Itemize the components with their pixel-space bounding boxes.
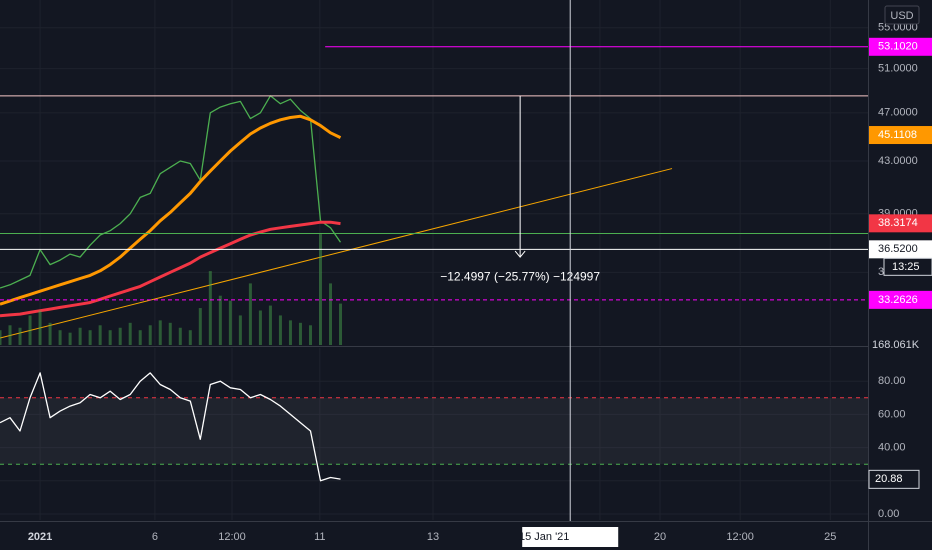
price-label: 36.5200	[878, 243, 918, 255]
volume-bar	[98, 325, 102, 345]
crosshair-label-box	[522, 527, 619, 547]
volume-bar	[258, 310, 262, 345]
volume-bar	[198, 308, 202, 345]
countdown-box	[883, 257, 932, 276]
trend-line	[0, 168, 673, 339]
price-label: 33.2626	[878, 294, 918, 306]
volume-bar	[88, 330, 92, 345]
currency-box[interactable]	[884, 5, 920, 25]
price-label-box	[869, 214, 932, 233]
price-label-box	[869, 240, 932, 259]
x-tick-label: 6	[152, 531, 158, 543]
volume-bar	[118, 327, 122, 345]
x-tick-label: 12:00	[726, 531, 754, 543]
volume-bar	[28, 315, 32, 345]
volume-bar	[58, 330, 62, 345]
price-label-box	[869, 126, 932, 145]
price-label-box	[869, 290, 932, 309]
x-tick-label: 12:00	[218, 531, 246, 543]
volume-bar	[148, 325, 152, 345]
volume-label: 168.061K	[872, 339, 920, 351]
volume-bar	[178, 327, 182, 345]
volume-bar	[208, 271, 212, 345]
volume-bar	[38, 310, 42, 345]
volume-bar	[238, 315, 242, 345]
volume-bar	[108, 330, 112, 345]
x-tick-label: 2021	[28, 531, 52, 543]
series-line	[0, 372, 341, 482]
volume-bar	[298, 322, 302, 345]
price-label: 53.1020	[878, 41, 918, 53]
rsi-band	[0, 397, 868, 465]
volume-bar	[248, 283, 252, 345]
volume-bar	[188, 330, 192, 345]
x-tick-label: 25	[824, 531, 836, 543]
y-tick-label: 47.0000	[878, 107, 918, 119]
y-tick-label: 40.00	[878, 442, 906, 454]
volume-bar	[329, 283, 333, 345]
volume-bar	[0, 330, 2, 345]
y-tick-label: 51.0000	[878, 63, 918, 75]
volume-bar	[268, 305, 272, 345]
volume-bar	[68, 332, 72, 345]
volume-bar	[78, 327, 82, 345]
price-label: 45.1108	[878, 129, 917, 141]
y-tick-label: 60.00	[878, 408, 906, 420]
currency: USD	[890, 10, 913, 22]
countdown: 13:25	[892, 261, 920, 273]
series-line	[0, 114, 342, 306]
series-line	[0, 95, 342, 289]
volume-bar	[138, 330, 142, 345]
price-label-box	[869, 37, 932, 56]
y-tick-label: 43.0000	[878, 155, 918, 167]
volume-bar	[288, 320, 292, 345]
volume-bar	[8, 325, 12, 345]
volume-bar	[339, 303, 343, 345]
measure-label: −12.4997 (−25.77%) −124997	[440, 269, 600, 283]
y-tick-label: 0.00	[878, 508, 899, 520]
volume-bar	[228, 300, 232, 345]
x-tick-label: 20	[654, 531, 666, 543]
volume-bar	[18, 327, 22, 345]
volume-bar	[158, 320, 162, 345]
crosshair-label: 15 Jan '21	[519, 531, 569, 543]
volume-bar	[48, 322, 52, 345]
volume-bar	[168, 322, 172, 345]
volume-bar	[308, 325, 312, 345]
volume-bar	[128, 322, 132, 345]
volume-bar	[278, 315, 282, 345]
series-line	[0, 220, 341, 318]
volume-bar	[318, 234, 322, 345]
x-tick-label: 11	[314, 531, 325, 543]
measure-arrow	[514, 250, 526, 258]
volume-label-box	[869, 337, 932, 353]
x-tick-label: 13	[427, 531, 439, 543]
price-label: 38.3174	[878, 217, 918, 229]
y-tick-label: 80.00	[878, 375, 906, 387]
last-label: 20.88	[875, 473, 903, 485]
y-tick-label: 55.0000	[878, 22, 918, 34]
last-label-box	[868, 469, 920, 489]
volume-bar	[218, 295, 222, 345]
